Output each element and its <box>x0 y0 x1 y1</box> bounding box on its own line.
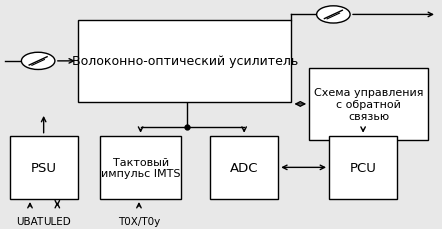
Text: ADC: ADC <box>230 161 259 174</box>
Text: Волоконно-оптический усилитель: Волоконно-оптический усилитель <box>72 55 298 68</box>
FancyBboxPatch shape <box>309 68 428 141</box>
FancyBboxPatch shape <box>329 136 397 199</box>
Text: Тактовый
импульс IMTS: Тактовый импульс IMTS <box>101 157 180 178</box>
FancyBboxPatch shape <box>100 136 181 199</box>
Text: PSU: PSU <box>30 161 57 174</box>
Text: ULED: ULED <box>43 216 71 226</box>
Text: Схема управления
с обратной
связью: Схема управления с обратной связью <box>314 88 423 121</box>
FancyBboxPatch shape <box>10 136 78 199</box>
FancyBboxPatch shape <box>78 21 291 102</box>
Circle shape <box>21 53 55 70</box>
Text: PCU: PCU <box>350 161 377 174</box>
Text: UBAT: UBAT <box>16 216 44 226</box>
Text: T0X/T0y: T0X/T0y <box>118 216 160 226</box>
Circle shape <box>316 7 350 24</box>
FancyBboxPatch shape <box>210 136 278 199</box>
